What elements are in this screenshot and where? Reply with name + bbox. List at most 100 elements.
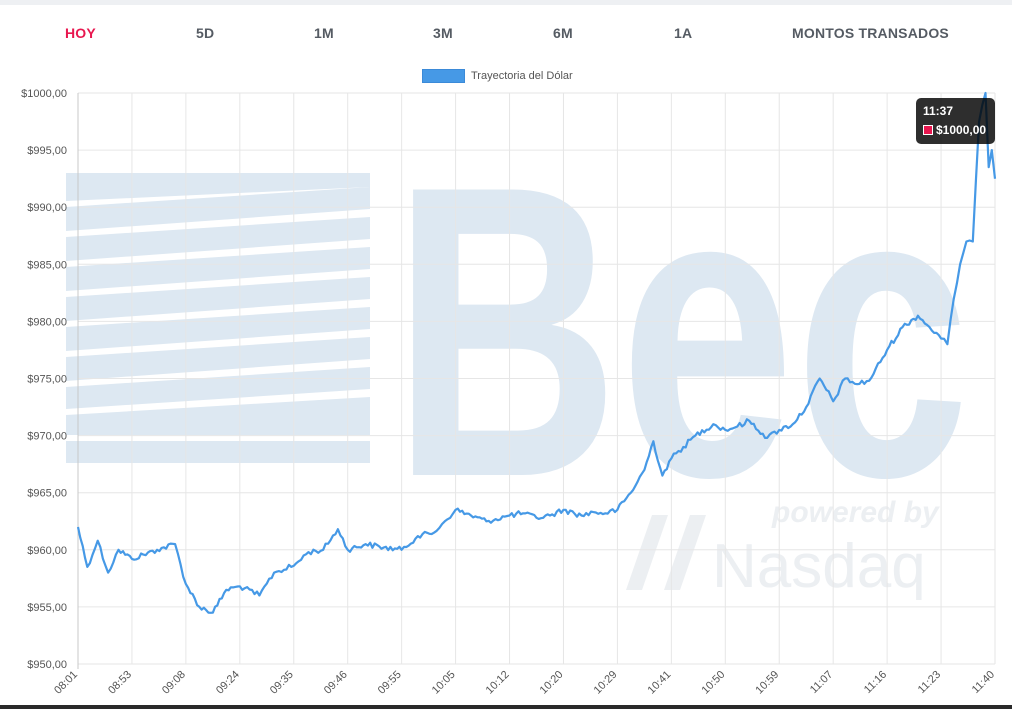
x-tick-label: 11:40 xyxy=(970,669,997,696)
y-tick-label: $995,00 xyxy=(27,145,67,157)
legend-swatch xyxy=(422,69,465,83)
x-tick-label: 10:20 xyxy=(538,669,566,697)
line-chart: Bec powered by Nasdaq $1000,00 $995,00 $99… xyxy=(21,88,997,697)
x-tick-label: 08:01 xyxy=(52,669,80,697)
y-tick-label: $950,00 xyxy=(27,659,67,671)
data-point xyxy=(712,423,714,425)
x-tick-label: 10:29 xyxy=(592,669,620,697)
data-point xyxy=(844,378,846,380)
data-point xyxy=(819,378,821,380)
data-point xyxy=(592,511,594,513)
x-tick-label: 10:12 xyxy=(484,669,512,697)
legend[interactable]: Trayectoria del Dólar xyxy=(422,67,573,85)
y-tick-label: $970,00 xyxy=(27,431,67,443)
data-point xyxy=(258,594,260,596)
data-point xyxy=(778,429,780,431)
data-point xyxy=(991,149,993,151)
x-tick-label: 08:53 xyxy=(106,669,134,697)
data-point xyxy=(86,566,88,568)
period-tabs: HOY 5D 1M 3M 6M 1A MONTOS TRANSADOS xyxy=(0,5,1012,61)
tooltip-color-marker xyxy=(923,125,933,135)
x-tick-label: 11:16 xyxy=(862,669,889,696)
data-point xyxy=(549,515,551,517)
data-point xyxy=(401,549,403,551)
data-point xyxy=(455,509,457,511)
data-point xyxy=(940,338,942,340)
data-point xyxy=(174,543,176,545)
data-point xyxy=(536,517,538,519)
y-tick-label: $975,00 xyxy=(27,374,67,386)
y-axis: $1000,00 $995,00 $990,00 $985,00 $980,00 $975… xyxy=(21,88,67,671)
data-point xyxy=(965,240,967,242)
x-tick-label: 10:50 xyxy=(699,669,727,697)
tab-montos-transados[interactable]: MONTOS TRANSADOS xyxy=(792,25,949,41)
data-point xyxy=(868,380,870,382)
data-point xyxy=(946,343,948,345)
y-tick-label: $985,00 xyxy=(27,259,67,271)
data-point xyxy=(670,457,672,459)
data-point xyxy=(994,178,996,180)
data-point xyxy=(383,547,385,549)
nasdaq-text: Nasdaq xyxy=(712,532,926,601)
data-point xyxy=(724,429,726,431)
tab-5d[interactable]: 5D xyxy=(196,25,215,41)
tab-3m[interactable]: 3M xyxy=(433,25,453,41)
data-point xyxy=(616,509,618,511)
series-layer xyxy=(76,91,997,614)
data-point xyxy=(694,435,696,437)
x-tick-label: 11:23 xyxy=(916,669,943,696)
data-point xyxy=(856,383,858,385)
legend-label: Trayectoria del Dólar xyxy=(471,70,573,82)
data-point xyxy=(682,446,684,448)
data-point xyxy=(77,526,79,528)
x-tick-label: 10:41 xyxy=(646,669,674,697)
tab-6m[interactable]: 6M xyxy=(553,25,573,41)
tooltip-time: 11:37 xyxy=(923,104,954,118)
data-point xyxy=(766,437,768,439)
data-point xyxy=(107,572,109,574)
x-tick-label: 10:05 xyxy=(430,669,458,697)
data-point xyxy=(470,515,472,517)
data-point xyxy=(156,549,158,551)
data-point xyxy=(117,549,119,551)
data-point xyxy=(748,420,750,422)
data-point xyxy=(972,240,974,242)
data-point xyxy=(444,520,446,522)
tab-1m[interactable]: 1M xyxy=(314,25,334,41)
powered-by-text: powered by xyxy=(771,496,940,529)
data-point xyxy=(433,532,435,534)
data-point xyxy=(917,315,919,317)
y-tick-label: $965,00 xyxy=(27,488,67,500)
data-point xyxy=(97,540,99,542)
data-point xyxy=(630,492,632,494)
y-tick-label: $980,00 xyxy=(27,316,67,328)
data-point xyxy=(212,612,214,614)
data-point xyxy=(337,528,339,530)
tooltip: 11:37 $1000,00 xyxy=(916,98,995,144)
data-point xyxy=(902,326,904,328)
data-point xyxy=(562,509,564,511)
tab-1a[interactable]: 1A xyxy=(674,25,693,41)
y-tick-label: $990,00 xyxy=(27,202,67,214)
data-point xyxy=(805,406,807,408)
data-point xyxy=(307,551,309,553)
bottom-border xyxy=(0,705,1012,709)
x-tick-label: 11:07 xyxy=(808,669,835,696)
x-tick-label: 09:08 xyxy=(160,669,188,697)
data-point xyxy=(580,515,582,517)
tooltip-value: $1000,00 xyxy=(936,123,987,137)
data-point xyxy=(988,166,990,168)
data-point xyxy=(604,512,606,514)
tab-hoy[interactable]: HOY xyxy=(65,25,96,41)
data-point xyxy=(832,400,834,402)
x-tick-label: 09:35 xyxy=(268,669,296,697)
data-point xyxy=(225,589,227,591)
y-tick-label: $955,00 xyxy=(27,602,67,614)
data-point xyxy=(643,469,645,471)
data-point xyxy=(198,606,200,608)
data-point xyxy=(792,423,794,425)
data-point xyxy=(322,549,324,551)
data-point xyxy=(293,565,295,567)
data-point xyxy=(984,92,986,94)
